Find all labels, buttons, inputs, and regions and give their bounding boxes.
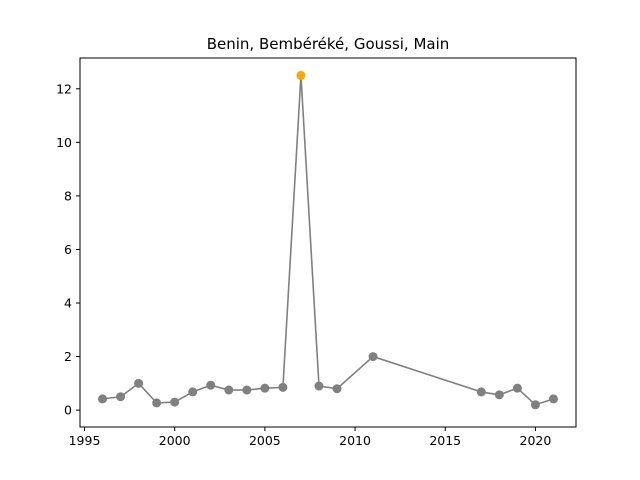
data-point <box>476 387 486 397</box>
y-axis: 0 2 4 6 8 10 12 <box>56 81 80 418</box>
highlighted-data-point <box>296 70 306 80</box>
data-point <box>278 382 288 392</box>
y-tick-label: 12 <box>56 81 72 96</box>
data-point <box>134 378 144 388</box>
data-point <box>332 384 342 394</box>
series-line <box>102 75 554 406</box>
data-point <box>98 394 108 404</box>
data-point <box>224 385 234 395</box>
data-point <box>116 392 126 402</box>
plot-area <box>98 70 558 410</box>
y-tick-label: 10 <box>56 135 72 150</box>
x-tick-label: 2000 <box>159 433 191 448</box>
axes-frame <box>79 57 577 428</box>
data-point <box>260 383 270 393</box>
x-axis: 1995 2000 2005 2010 2015 2020 <box>69 427 552 448</box>
x-tick-label: 2020 <box>520 433 552 448</box>
y-tick-label: 8 <box>64 188 72 203</box>
data-point <box>548 394 558 404</box>
data-point <box>368 352 378 362</box>
data-point <box>512 383 522 393</box>
data-point <box>170 397 180 407</box>
data-point <box>206 380 216 390</box>
data-point <box>314 381 324 391</box>
y-tick-label: 2 <box>64 349 72 364</box>
data-point <box>242 385 252 395</box>
data-point <box>530 400 540 410</box>
data-point <box>494 390 504 400</box>
data-point <box>188 387 198 397</box>
data-point <box>152 398 162 408</box>
chart-title: Benin, Bembéréké, Goussi, Main <box>207 35 450 53</box>
x-tick-label: 1995 <box>69 433 101 448</box>
y-tick-label: 6 <box>64 242 72 257</box>
y-tick-label: 4 <box>64 296 72 311</box>
y-tick-label: 0 <box>64 403 72 418</box>
x-tick-label: 2010 <box>339 433 371 448</box>
x-tick-label: 2005 <box>249 433 281 448</box>
x-tick-label: 2015 <box>429 433 461 448</box>
